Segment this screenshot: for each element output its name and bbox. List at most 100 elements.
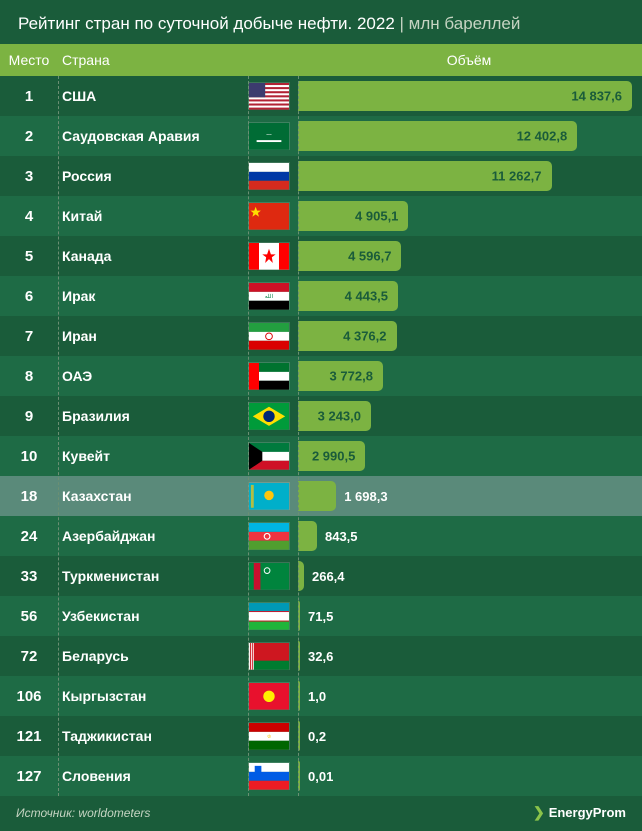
table-row: 56Узбекистан 71,5: [0, 596, 642, 636]
title-main: Рейтинг стран по суточной добыче нефти. …: [18, 14, 395, 33]
country-cell: Таджикистан: [58, 728, 248, 744]
table-row: 5Канада4 596,7: [0, 236, 642, 276]
rank-cell: 10: [0, 448, 58, 465]
bar-cell: 843,5: [296, 516, 642, 556]
table-row: 121Таджикистан ♔ 0,2: [0, 716, 642, 756]
flag-icon: ـــ: [248, 122, 290, 150]
table-row: 6Иракالله4 443,5: [0, 276, 642, 316]
country-cell: Узбекистан: [58, 608, 248, 624]
country-cell: Кыргызстан: [58, 688, 248, 704]
bar: 11 262,7: [298, 161, 552, 191]
value-label: 11 262,7: [492, 169, 542, 184]
table-row: 127Словения0,01: [0, 756, 642, 796]
table-row: 33Туркменистан266,4: [0, 556, 642, 596]
value-label: 4 443,5: [345, 289, 388, 304]
country-cell: Канада: [58, 248, 248, 264]
table-row: 1США 14 837,6: [0, 76, 642, 116]
header-country: Страна: [58, 52, 248, 68]
flag-icon: [248, 162, 290, 190]
value-label: 71,5: [308, 609, 333, 624]
flag-icon: الله: [248, 282, 290, 310]
bar-cell: 0,01: [296, 756, 642, 796]
table-row: 7Иран4 376,2: [0, 316, 642, 356]
value-label: 0,2: [308, 729, 326, 744]
country-cell: Беларусь: [58, 648, 248, 664]
leaf-icon: ❯: [533, 804, 545, 821]
bar: 14 837,6: [298, 81, 632, 111]
rank-cell: 18: [0, 488, 58, 505]
country-cell: Россия: [58, 168, 248, 184]
flag-icon: [248, 242, 290, 270]
bar-cell: 3 243,0: [296, 396, 642, 436]
header-volume: Объём: [296, 52, 642, 68]
source-label: Источник: worldometers: [16, 806, 150, 820]
flag-icon: ♔: [248, 722, 290, 750]
table-row: 18Казахстан1 698,3: [0, 476, 642, 516]
country-cell: ОАЭ: [58, 368, 248, 384]
chart-container: Рейтинг стран по суточной добыче нефти. …: [0, 0, 642, 831]
bar-cell: 0,2: [296, 716, 642, 756]
value-label: 4 596,7: [348, 249, 391, 264]
svg-text:♔: ♔: [267, 734, 271, 740]
bar: [298, 521, 317, 551]
bar-cell: 14 837,6: [296, 76, 642, 116]
rank-cell: 6: [0, 288, 58, 305]
bar-cell: 71,5: [296, 596, 642, 636]
svg-text:ـــ: ـــ: [265, 130, 271, 136]
value-label: 3 772,8: [330, 369, 373, 384]
flag-icon: [248, 682, 290, 710]
bar: 4 905,1: [298, 201, 408, 231]
value-label: 0,01: [308, 769, 333, 784]
bar-cell: 266,4: [296, 556, 642, 596]
country-cell: Иран: [58, 328, 248, 344]
bar: 4 443,5: [298, 281, 398, 311]
bar-cell: 12 402,8: [296, 116, 642, 156]
chart-title: Рейтинг стран по суточной добыче нефти. …: [0, 0, 642, 44]
rank-cell: 72: [0, 648, 58, 665]
bar: 12 402,8: [298, 121, 577, 151]
table-row: 106Кыргызстан 1,0: [0, 676, 642, 716]
country-cell: Саудовская Аравия: [58, 128, 248, 144]
bar: [298, 481, 336, 511]
rank-cell: 9: [0, 408, 58, 425]
flag-icon: [248, 442, 290, 470]
country-cell: Кувейт: [58, 448, 248, 464]
table-row: 10Кувейт 2 990,5: [0, 436, 642, 476]
flag-icon: [248, 202, 290, 230]
table-row: 2Саудовская Аравияـــ12 402,8: [0, 116, 642, 156]
value-label: 14 837,6: [571, 89, 622, 104]
table-body: 1США14 837,62Саудовская Аравияـــ12 402,…: [0, 76, 642, 796]
bar-cell: 32,6: [296, 636, 642, 676]
country-cell: Туркменистан: [58, 568, 248, 584]
bar-cell: 1 698,3: [296, 476, 642, 516]
rank-cell: 106: [0, 688, 58, 705]
bar-cell: 4 443,5: [296, 276, 642, 316]
bar-cell: 1,0: [296, 676, 642, 716]
table-row: 9Бразилия3 243,0: [0, 396, 642, 436]
bar-cell: 4 905,1: [296, 196, 642, 236]
bar: 2 990,5: [298, 441, 365, 471]
flag-icon: [248, 642, 290, 670]
flag-icon: [248, 82, 290, 110]
rank-cell: 8: [0, 368, 58, 385]
bar-cell: 4 376,2: [296, 316, 642, 356]
value-label: 266,4: [312, 569, 345, 584]
value-label: 4 376,2: [343, 329, 386, 344]
flag-icon: [248, 562, 290, 590]
rank-cell: 56: [0, 608, 58, 625]
flag-icon: [248, 322, 290, 350]
country-cell: США: [58, 88, 248, 104]
rank-cell: 1: [0, 88, 58, 105]
rank-cell: 121: [0, 728, 58, 745]
flag-icon: [248, 522, 290, 550]
rank-cell: 24: [0, 528, 58, 545]
value-label: 12 402,8: [517, 129, 568, 144]
rank-cell: 4: [0, 208, 58, 225]
header-rank: Место: [0, 52, 58, 68]
value-label: 1,0: [308, 689, 326, 704]
rank-cell: 3: [0, 168, 58, 185]
flag-icon: [248, 762, 290, 790]
bar-cell: 11 262,7: [296, 156, 642, 196]
value-label: 32,6: [308, 649, 333, 664]
table-row: 72Беларусь 32,6: [0, 636, 642, 676]
